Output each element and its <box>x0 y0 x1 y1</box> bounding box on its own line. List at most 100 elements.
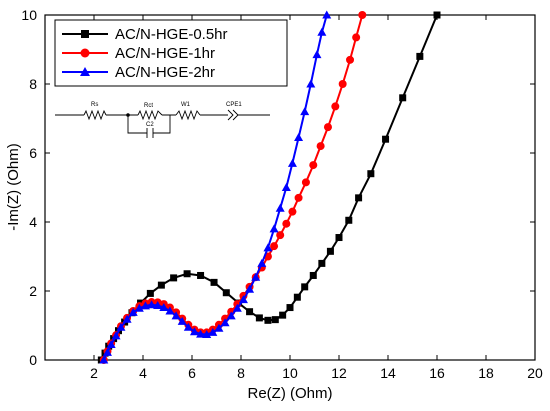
circuit-label-rct: Rct <box>144 103 153 109</box>
data-point-0 <box>335 234 343 242</box>
data-point-0 <box>382 135 390 143</box>
legend-label-0: AC/N-HGE-0.5hr <box>115 26 228 43</box>
data-point-2 <box>317 27 327 36</box>
x-tick-label: 4 <box>139 365 147 381</box>
data-point-2 <box>153 300 163 309</box>
data-point-2 <box>220 318 230 327</box>
data-point-1 <box>358 11 367 19</box>
data-point-0 <box>210 278 218 286</box>
data-point-0 <box>318 259 326 267</box>
data-point-2 <box>294 132 304 141</box>
data-point-0 <box>309 271 317 279</box>
data-point-0 <box>279 311 287 319</box>
data-point-2 <box>214 323 224 332</box>
y-tick-label: 8 <box>29 76 37 92</box>
circuit-label-c2: C2 <box>146 122 154 128</box>
data-point-1 <box>309 161 318 170</box>
data-point-1 <box>323 123 332 132</box>
legend-label-1: AC/N-HGE-1hr <box>115 45 215 62</box>
data-point-1 <box>282 219 291 228</box>
data-point-2 <box>238 295 248 304</box>
data-point-0 <box>399 94 407 102</box>
data-point-0 <box>286 304 294 312</box>
legend-marker-1 <box>80 48 90 58</box>
data-point-0 <box>197 271 205 279</box>
data-point-0 <box>355 194 363 202</box>
data-point-0 <box>367 170 375 178</box>
data-point-1 <box>276 231 285 240</box>
legend-item-1: AC/N-HGE-1hr <box>62 45 215 62</box>
data-point-0 <box>183 270 191 278</box>
series-layer <box>97 10 441 364</box>
data-point-0 <box>326 247 334 255</box>
data-point-2 <box>208 327 218 336</box>
data-point-2 <box>263 243 273 252</box>
x-tick-label: 6 <box>188 365 196 381</box>
y-tick-label: 4 <box>29 214 37 230</box>
data-point-0 <box>293 293 301 301</box>
circuit-wiring <box>55 114 270 134</box>
data-point-2 <box>196 329 206 338</box>
data-point-1 <box>352 33 361 42</box>
data-point-0 <box>146 289 154 297</box>
data-point-2 <box>269 224 279 233</box>
circuit-node <box>126 113 130 117</box>
legend-item-0: AC/N-HGE-0.5hr <box>62 26 228 43</box>
y-tick-label: 10 <box>21 7 37 23</box>
data-point-1 <box>288 207 297 216</box>
data-point-0 <box>246 308 254 316</box>
legend-item-2: AC/N-HGE-2hr <box>62 64 215 81</box>
data-point-2 <box>312 50 322 59</box>
data-point-0 <box>345 216 353 224</box>
data-point-2 <box>147 300 157 309</box>
data-point-1 <box>294 193 303 202</box>
data-point-0 <box>157 281 165 289</box>
legend-label-2: AC/N-HGE-2hr <box>115 64 215 81</box>
x-tick-label: 12 <box>331 365 347 381</box>
circuit-label-rs: Rs <box>91 102 98 108</box>
circuit-label-cpe1: CPE1 <box>226 102 242 108</box>
data-point-1 <box>301 178 310 187</box>
data-point-1 <box>331 102 340 111</box>
data-point-0 <box>222 289 230 297</box>
data-point-1 <box>270 242 279 251</box>
data-point-2 <box>287 158 297 167</box>
circuit-label-w1: W1 <box>181 102 191 108</box>
resistor-rs <box>83 109 107 121</box>
data-point-1 <box>316 142 325 151</box>
x-tick-label: 8 <box>237 365 245 381</box>
data-point-2 <box>281 183 291 191</box>
cpe1-element <box>227 109 239 121</box>
y-tick-label: 0 <box>29 352 37 368</box>
data-point-2 <box>122 314 132 323</box>
data-point-2 <box>99 355 109 364</box>
x-tick-label: 14 <box>380 365 396 381</box>
data-point-1 <box>338 80 347 88</box>
data-point-2 <box>251 272 261 281</box>
warburg-w1 <box>175 109 201 121</box>
data-point-2 <box>159 303 169 312</box>
data-point-2 <box>245 284 255 293</box>
data-point-2 <box>257 258 267 267</box>
data-point-0 <box>416 52 424 60</box>
data-point-2 <box>232 303 242 312</box>
legend: AC/N-HGE-0.5hr AC/N-HGE-1hr AC/N-HGE-2hr <box>54 19 288 87</box>
data-point-2 <box>171 311 181 320</box>
data-point-2 <box>226 311 236 320</box>
data-point-2 <box>102 347 112 356</box>
data-point-2 <box>306 79 316 88</box>
equivalent-circuit-inset: Rs Rct W1 CPE1 C2 <box>52 98 280 142</box>
data-point-0 <box>433 11 441 19</box>
x-tick-label: 2 <box>90 365 98 381</box>
data-point-0 <box>264 316 272 324</box>
data-point-2 <box>165 306 175 315</box>
data-point-0 <box>271 316 279 324</box>
data-point-2 <box>177 316 187 325</box>
x-tick-label: 16 <box>429 365 445 381</box>
data-point-0 <box>170 274 178 282</box>
x-tick-label: 10 <box>282 365 298 381</box>
data-point-2 <box>202 329 212 338</box>
data-point-2 <box>275 203 285 212</box>
y-tick-label: 2 <box>29 283 37 299</box>
